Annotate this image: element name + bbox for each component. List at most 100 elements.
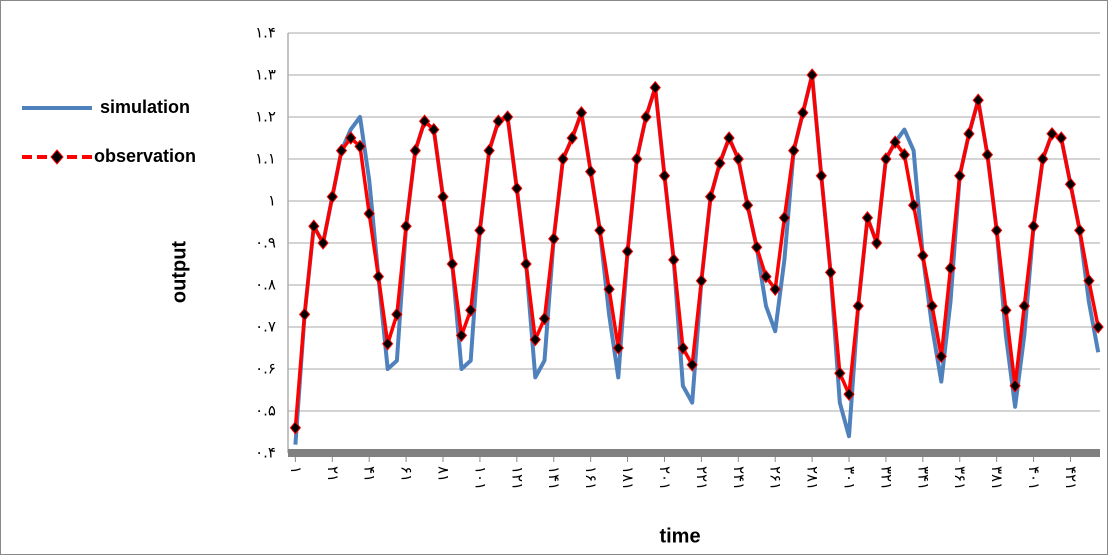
x-tick-label: ۲۴۱ — [730, 466, 748, 490]
marker — [658, 169, 671, 183]
marker — [824, 265, 837, 280]
marker — [483, 143, 495, 158]
x-tick-label: ۱۸۱ — [619, 466, 637, 490]
y-axis-title: output — [168, 241, 190, 304]
marker — [778, 211, 791, 225]
marker — [391, 307, 403, 322]
x-axis-title: time — [659, 525, 700, 547]
x-tick-label: ۸۱ — [435, 466, 453, 482]
marker — [1018, 299, 1030, 313]
y-tick-label: ۱.۳ — [255, 66, 276, 84]
marker — [954, 169, 966, 183]
x-tick-label: ۱۰۱ — [471, 466, 489, 490]
marker — [751, 240, 763, 254]
marker — [548, 232, 560, 246]
marker — [880, 152, 892, 166]
marker — [649, 80, 661, 95]
marker — [677, 341, 689, 355]
marker — [1000, 303, 1012, 317]
marker — [308, 219, 320, 233]
marker — [1027, 219, 1040, 233]
x-tick-label: ۴۲۱ — [1062, 466, 1080, 490]
marker — [704, 190, 717, 204]
marker — [668, 253, 680, 267]
y-tick-label: ۰.۷ — [255, 318, 276, 336]
marker — [815, 169, 827, 183]
marker — [695, 274, 708, 288]
marker — [889, 135, 901, 149]
marker — [935, 349, 947, 364]
marker — [834, 366, 846, 380]
marker — [1046, 127, 1058, 141]
x-tick-label: ۲۸۱ — [804, 466, 822, 490]
marker — [806, 68, 818, 82]
marker — [631, 152, 643, 166]
marker — [363, 206, 375, 221]
marker — [1074, 223, 1086, 238]
x-tick-label: ۲۶۱ — [767, 466, 785, 490]
marker — [760, 269, 772, 284]
marker — [298, 307, 311, 322]
x-tick-label: ۱۲۱ — [508, 466, 526, 490]
legend-label: simulation — [100, 97, 190, 117]
x-tick-label: ۲۰۱ — [656, 466, 674, 490]
x-tick-label: ۳۴۱ — [914, 466, 932, 490]
marker — [1009, 379, 1021, 393]
marker — [317, 236, 329, 250]
marker — [326, 190, 338, 204]
x-tick-label: ۴۱ — [361, 466, 379, 482]
marker — [289, 421, 302, 435]
marker — [474, 223, 486, 238]
marker — [428, 122, 440, 137]
x-tick-label: ۶۱ — [398, 466, 416, 482]
y-tick-label: ۰.۶ — [255, 360, 276, 378]
x-tick-label: ۳۸۱ — [988, 466, 1006, 490]
marker — [1083, 274, 1095, 288]
marker — [345, 131, 357, 145]
marker — [446, 257, 458, 271]
y-tick-label: ۱.۴ — [255, 24, 276, 42]
marker — [400, 219, 412, 233]
marker — [575, 106, 588, 120]
marker — [409, 143, 421, 158]
marker — [603, 282, 615, 296]
marker — [852, 299, 864, 313]
marker — [612, 341, 624, 355]
marker — [1092, 320, 1104, 334]
marker — [585, 164, 597, 179]
marker — [963, 127, 975, 141]
marker — [917, 248, 929, 263]
marker — [501, 110, 514, 124]
marker — [520, 257, 532, 271]
x-tick-label: ۱۴۱ — [545, 466, 563, 490]
marker — [465, 303, 477, 317]
marker — [991, 223, 1003, 238]
x-tick-label: ۳۲۱ — [877, 466, 895, 490]
marker — [907, 198, 920, 212]
y-tick-label: ۰.۸ — [255, 276, 276, 294]
marker — [797, 106, 809, 120]
marker — [382, 337, 394, 351]
marker — [723, 131, 735, 145]
marker — [1037, 152, 1049, 166]
marker — [455, 328, 468, 343]
y-tick-label: ۱.۱ — [255, 150, 276, 168]
x-tick-label: ۲۱ — [324, 466, 342, 482]
marker — [557, 152, 569, 166]
legend-label: observation — [94, 146, 196, 166]
marker — [621, 244, 634, 259]
x-tick-label: ۲۲۱ — [693, 466, 711, 490]
marker — [529, 332, 541, 347]
marker — [741, 198, 754, 212]
x-tick-label: ۱ — [287, 466, 305, 474]
marker — [843, 387, 855, 401]
marker — [898, 148, 911, 162]
marker — [418, 114, 431, 128]
marker — [686, 358, 698, 372]
x-tick-label: ۱۶۱ — [582, 466, 600, 490]
marker — [372, 269, 385, 284]
marker — [640, 110, 652, 124]
marker — [566, 131, 578, 145]
